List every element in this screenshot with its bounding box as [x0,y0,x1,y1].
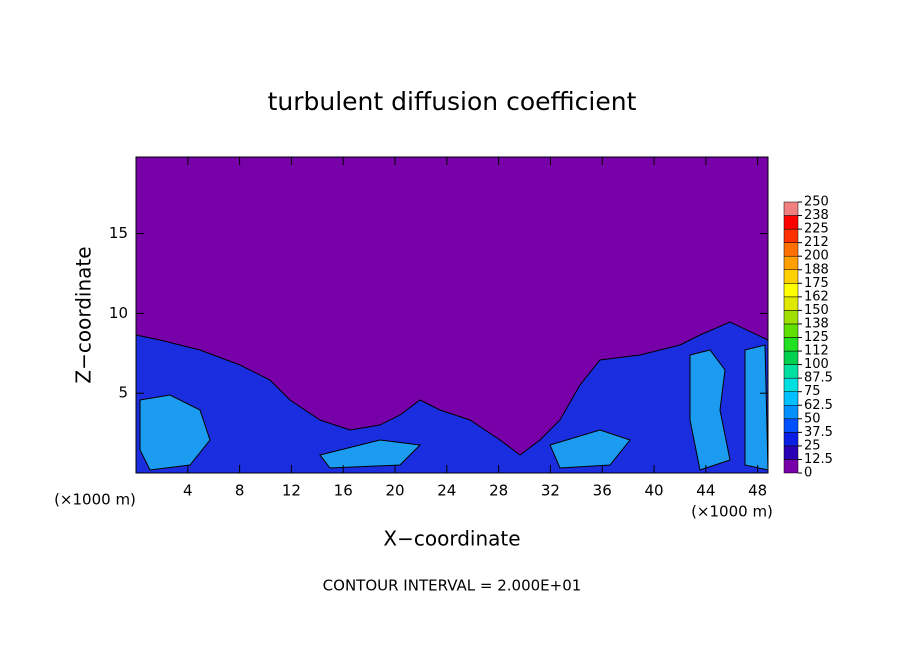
field-patch [319,439,422,469]
x-tick-label: 8 [235,482,245,500]
x-tick-label: 20 [385,482,404,500]
colorbar-bin [783,228,799,243]
colorbar-tick-label: 62.5 [804,398,833,413]
colorbar-tick-label: 150 [804,303,829,318]
colorbar-tick-label: 75 [804,384,821,399]
colorbar-tick-label: 212 [804,235,829,250]
colorbar-tick-label: 125 [804,330,829,345]
x-tick-label: 16 [334,482,353,500]
chart-title: turbulent diffusion coefficient [268,87,637,116]
field-patch [744,344,769,471]
colorbar-tick-label: 37.5 [804,425,833,440]
colorbar-bin [783,323,799,338]
colorbar-tick-label: 188 [804,262,829,277]
x-tick-label: 28 [489,482,508,500]
x-axis-label: X−coordinate [383,527,520,551]
colorbar-tick-label: 112 [804,344,829,359]
footnote: CONTOUR INTERVAL = 2.000E+01 [323,577,582,595]
colorbar-bin [783,418,799,433]
x-tick-label: 40 [644,482,663,500]
colorbar-bin [783,283,799,298]
colorbar-bin [783,215,799,230]
colorbar-bin [783,269,799,284]
colorbar-tick-label: 87.5 [804,371,833,386]
plot-frame [135,156,769,474]
colorbar-tick-label: 162 [804,289,829,304]
field [135,156,769,474]
field-patch [689,349,731,471]
x-unit-label: (×1000 m) [691,503,773,521]
colorbar-bin [783,337,799,352]
colorbar-bin [783,201,799,216]
colorbar-tick-label: 250 [804,195,829,210]
colorbar-bin [783,364,799,379]
colorbar-bin [783,459,799,474]
x-tick-label: 4 [183,482,193,500]
x-tick-label: 44 [696,482,715,500]
colorbar-bin [783,405,799,420]
field-patch [139,394,211,471]
colorbar-tick-label: 138 [804,316,829,331]
x-tick-label: 24 [437,482,456,500]
colorbar-bin [783,377,799,392]
colorbar-tick-label: 0 [804,466,812,481]
x-tick-label: 36 [593,482,612,500]
colorbar-tick-label: 200 [804,249,829,264]
colorbar-tick-label: 225 [804,222,829,237]
x-tick-label: 32 [541,482,560,500]
colorbar-tick-label: 100 [804,357,829,372]
colorbar-tick-label: 238 [804,208,829,223]
y-tick-label: 10 [109,304,128,322]
colorbar-bin [783,432,799,447]
colorbar-tick-label: 25 [804,438,821,453]
colorbar-bin [783,391,799,406]
colorbar-bin [783,242,799,257]
colorbar-tick-label: 175 [804,276,829,291]
y-tick-label: 15 [109,224,128,242]
colorbar-bin [783,445,799,460]
colorbar-tick-label: 50 [804,411,821,426]
colorbar-bin [783,310,799,325]
colorbar-bin [783,296,799,311]
field-patch [549,429,631,469]
colorbar-bin [783,350,799,365]
x-tick-label: 48 [748,482,767,500]
y-tick-label: 5 [118,384,128,402]
x-unit-label: (×1000 m) [54,491,136,509]
colorbar-bin [783,255,799,271]
colorbar-tick-label: 12.5 [804,452,833,467]
y-axis-label: Z−coordinate [72,246,96,383]
x-tick-label: 12 [282,482,301,500]
